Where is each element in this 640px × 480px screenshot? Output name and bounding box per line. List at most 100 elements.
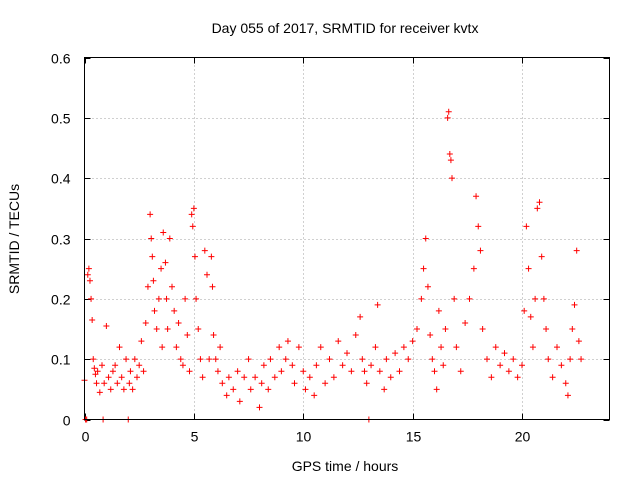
data-point bbox=[387, 374, 394, 381]
data-point bbox=[383, 356, 390, 363]
data-point bbox=[519, 362, 525, 369]
data-point bbox=[150, 277, 157, 284]
data-point bbox=[276, 344, 283, 351]
data-point bbox=[155, 295, 162, 302]
data-point bbox=[129, 386, 136, 393]
data-point bbox=[189, 223, 196, 230]
data-point bbox=[492, 344, 499, 351]
data-point bbox=[241, 374, 248, 381]
data-point bbox=[278, 368, 285, 375]
data-point bbox=[148, 235, 155, 242]
data-point bbox=[317, 344, 324, 351]
data-point bbox=[131, 356, 138, 363]
data-point bbox=[234, 368, 241, 375]
data-point bbox=[265, 386, 272, 393]
data-point bbox=[267, 356, 274, 363]
x-tick-label: 15 bbox=[406, 429, 422, 445]
data-point bbox=[433, 386, 440, 393]
data-point bbox=[359, 356, 366, 363]
data-point bbox=[217, 344, 224, 351]
data-point bbox=[291, 380, 298, 387]
data-point bbox=[545, 356, 552, 363]
data-point bbox=[339, 362, 346, 369]
x-tick-label: 5 bbox=[191, 429, 199, 445]
data-point bbox=[99, 362, 105, 369]
data-point bbox=[208, 253, 215, 260]
data-point bbox=[138, 338, 145, 345]
data-point bbox=[374, 301, 381, 308]
plot-frame bbox=[84, 57, 610, 420]
data-point bbox=[86, 277, 93, 284]
data-point bbox=[462, 319, 469, 326]
data-point bbox=[424, 283, 431, 290]
data-point bbox=[173, 344, 180, 351]
data-point bbox=[204, 271, 210, 278]
data-point bbox=[126, 380, 133, 387]
data-point bbox=[188, 211, 195, 218]
data-point bbox=[166, 235, 173, 242]
data-point bbox=[368, 362, 375, 369]
data-point bbox=[209, 283, 216, 290]
data-point bbox=[136, 362, 143, 369]
data-point bbox=[214, 368, 221, 375]
data-point bbox=[160, 229, 167, 236]
data-point bbox=[289, 362, 296, 369]
data-point bbox=[396, 368, 403, 375]
data-point bbox=[571, 301, 578, 308]
data-point bbox=[313, 362, 320, 369]
x-axis-label: GPS time / hours bbox=[292, 458, 399, 474]
data-point bbox=[153, 326, 160, 332]
data-point bbox=[230, 386, 237, 393]
data-point bbox=[271, 374, 278, 381]
data-point bbox=[236, 398, 243, 405]
data-point bbox=[335, 338, 342, 345]
data-point bbox=[182, 295, 189, 302]
y-tick-label: 0.2 bbox=[51, 292, 71, 308]
data-point bbox=[573, 247, 580, 254]
data-point bbox=[144, 283, 151, 290]
data-point bbox=[538, 253, 545, 260]
data-point bbox=[409, 338, 416, 345]
data-point bbox=[96, 389, 103, 396]
y-tick-label: 0.6 bbox=[51, 51, 71, 67]
data-point bbox=[184, 332, 191, 339]
data-point bbox=[85, 265, 92, 272]
data-point bbox=[212, 356, 219, 363]
data-point bbox=[510, 356, 517, 363]
y-axis-label: SRMTID / TECUs bbox=[6, 184, 22, 294]
data-point bbox=[451, 295, 458, 302]
data-point bbox=[484, 356, 490, 363]
data-point bbox=[564, 392, 571, 399]
data-point bbox=[177, 356, 184, 363]
data-point bbox=[532, 295, 539, 302]
data-point bbox=[190, 205, 197, 212]
data-point bbox=[193, 295, 200, 302]
data-point bbox=[151, 307, 158, 314]
data-point bbox=[282, 356, 289, 363]
data-point bbox=[101, 380, 108, 387]
data-point bbox=[453, 344, 460, 351]
data-points bbox=[81, 108, 585, 423]
axis-ticks: 0 0.1 0.2 0.3 0.4 0.5 0.6 0 5 10 15 20 bbox=[51, 51, 610, 445]
data-point bbox=[92, 371, 99, 378]
data-point bbox=[158, 265, 165, 272]
data-point bbox=[427, 332, 434, 339]
data-point bbox=[114, 380, 121, 387]
data-point bbox=[210, 332, 217, 339]
data-point bbox=[578, 356, 585, 363]
data-point bbox=[435, 307, 442, 314]
x-tick-label: 10 bbox=[296, 429, 312, 445]
data-point bbox=[569, 326, 576, 332]
data-point bbox=[479, 326, 486, 332]
data-point bbox=[326, 356, 333, 363]
data-point bbox=[446, 151, 453, 158]
data-point bbox=[527, 313, 534, 320]
data-point bbox=[420, 265, 427, 272]
data-point bbox=[112, 362, 119, 369]
data-point bbox=[501, 350, 508, 357]
data-point bbox=[473, 193, 480, 200]
data-point bbox=[444, 114, 451, 121]
y-tick-label: 0.3 bbox=[51, 232, 71, 248]
